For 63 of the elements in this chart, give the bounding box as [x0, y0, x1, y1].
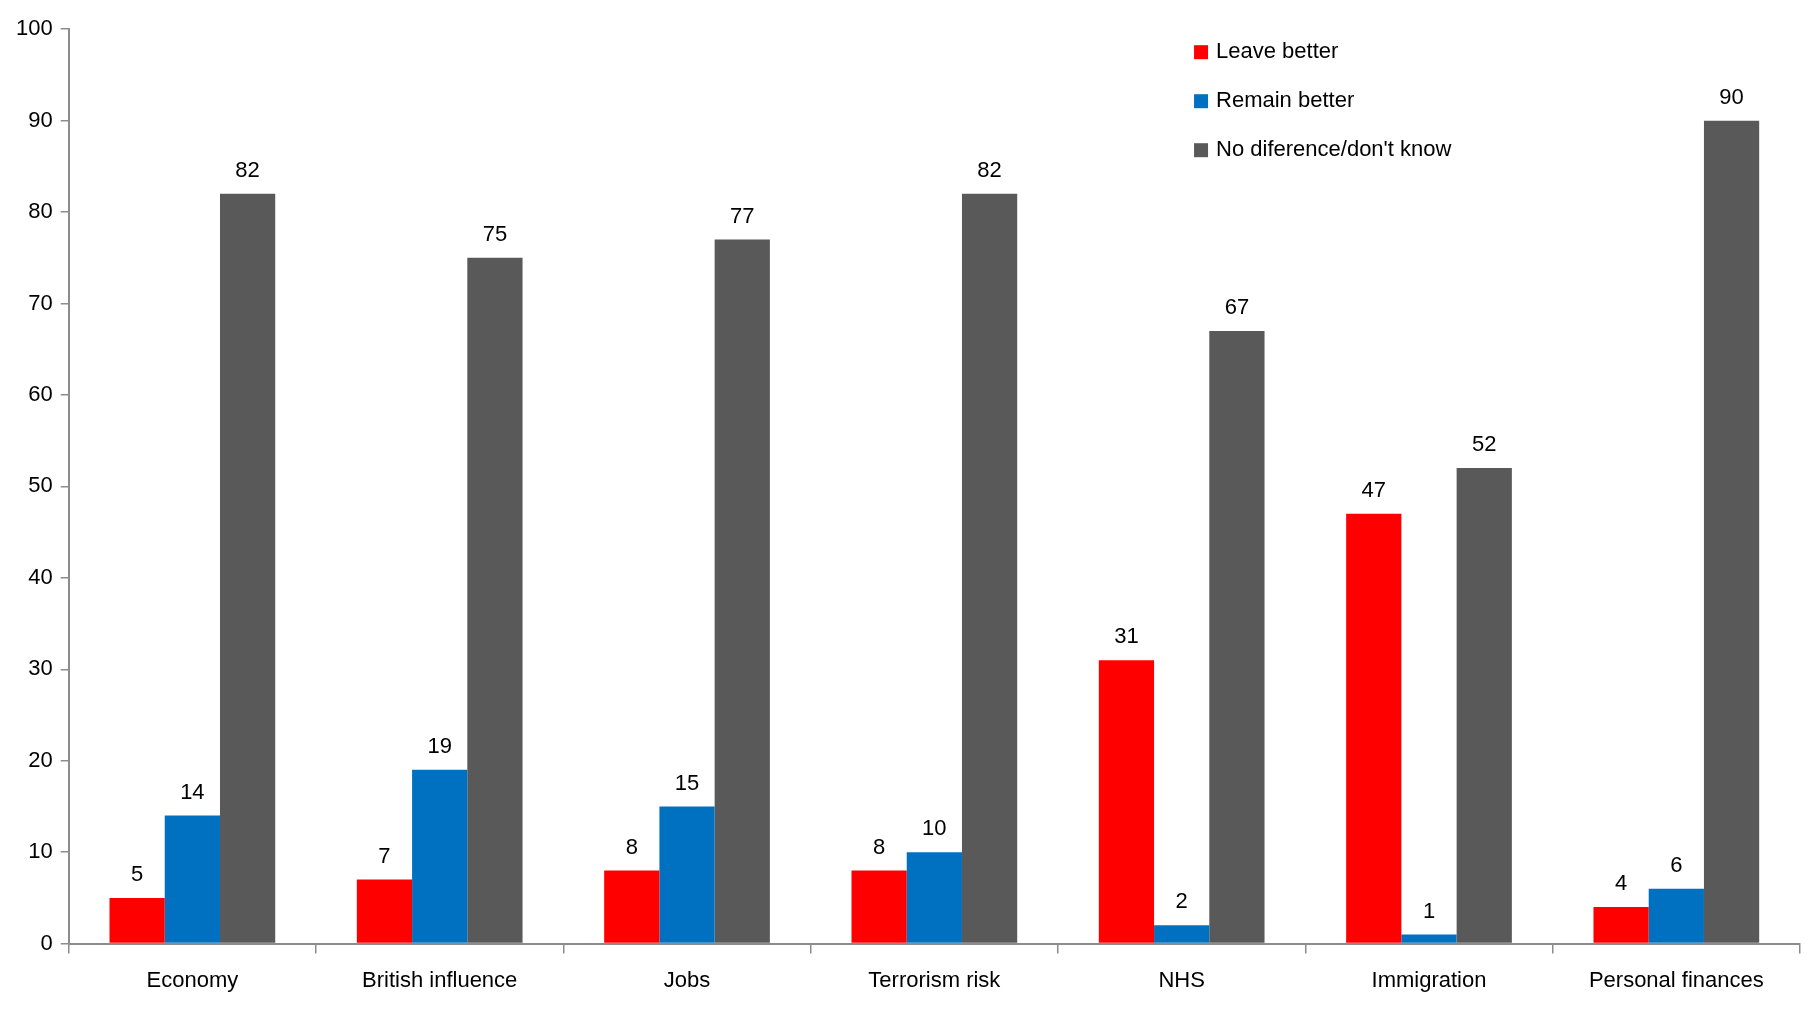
data-label: 82 [977, 156, 1002, 182]
bar [1209, 330, 1265, 943]
y-tick-label: 60 [28, 381, 53, 407]
data-label: 6 [1670, 851, 1683, 877]
bar [1648, 888, 1704, 943]
bar [219, 193, 276, 943]
x-tick-label: NHS [1158, 966, 1205, 992]
x-tick-label: Immigration [1371, 966, 1487, 992]
y-tick-label: 100 [15, 15, 53, 41]
data-label: 10 [922, 815, 947, 841]
bar [1456, 468, 1512, 943]
legend-label: Leave better [1216, 38, 1339, 64]
bar [714, 239, 770, 943]
data-label: 2 [1175, 888, 1188, 914]
bar [1593, 907, 1649, 943]
data-label: 19 [427, 732, 452, 758]
data-label: 1 [1422, 897, 1436, 923]
data-label: 15 [674, 769, 700, 795]
x-tick-label: Economy [146, 966, 239, 992]
bar [1154, 925, 1210, 943]
y-tick-label: 80 [28, 198, 53, 224]
y-tick-label: 90 [28, 106, 53, 132]
bar [109, 897, 165, 943]
y-tick-label: 30 [28, 655, 53, 681]
legend-label: No diference/don't know [1216, 136, 1452, 162]
bar [1401, 934, 1457, 943]
bar [906, 852, 962, 943]
y-tick-label: 50 [28, 472, 53, 498]
bar [604, 870, 660, 943]
bar [356, 879, 413, 943]
data-label: 14 [180, 778, 205, 804]
data-label: 31 [1114, 623, 1139, 649]
data-label: 47 [1361, 476, 1387, 502]
bar [164, 815, 220, 943]
data-label: 5 [131, 860, 144, 886]
y-tick-label: 10 [28, 838, 53, 864]
data-label: 77 [730, 202, 755, 228]
x-tick-label: Jobs [663, 966, 711, 992]
bar [961, 193, 1018, 943]
x-tick-label: British influence [362, 966, 518, 992]
x-tick-label: Terrorism risk [868, 966, 1002, 992]
legend-label: Remain better [1216, 87, 1355, 113]
data-label: 8 [872, 833, 886, 859]
data-label: 75 [482, 220, 508, 246]
data-label: 52 [1472, 431, 1497, 457]
data-label: 4 [1614, 870, 1628, 896]
y-tick-label: 70 [28, 289, 53, 315]
bar [467, 257, 523, 943]
data-label: 90 [1719, 83, 1744, 109]
data-label: 82 [235, 156, 260, 182]
bar [412, 769, 468, 943]
bar [1703, 120, 1760, 943]
y-tick-label: 40 [28, 563, 53, 589]
bar [1098, 660, 1155, 943]
data-label: 7 [378, 842, 391, 868]
x-tick-label: Personal finances [1588, 966, 1764, 992]
bar [851, 870, 907, 943]
data-label: 8 [625, 833, 638, 859]
y-tick-label: 20 [28, 746, 53, 772]
data-label: 67 [1224, 294, 1250, 320]
bar [1346, 513, 1402, 943]
bar [659, 806, 715, 943]
y-tick-label: 0 [40, 929, 53, 955]
